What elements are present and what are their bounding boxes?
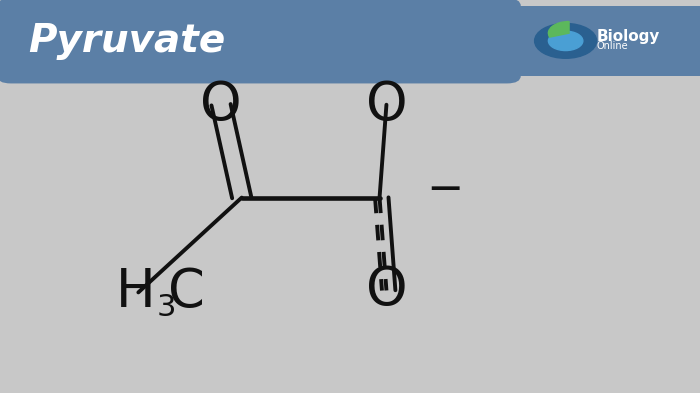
- Text: −: −: [426, 168, 463, 211]
- Text: H: H: [116, 266, 155, 318]
- Text: Biology: Biology: [596, 29, 660, 44]
- Text: O: O: [365, 79, 407, 131]
- Text: Pyruvate: Pyruvate: [28, 22, 225, 60]
- Circle shape: [548, 31, 583, 51]
- Text: C: C: [168, 266, 205, 318]
- Text: 3: 3: [156, 293, 176, 322]
- FancyBboxPatch shape: [0, 0, 521, 83]
- Text: O: O: [365, 264, 407, 316]
- Circle shape: [535, 24, 596, 58]
- Text: O: O: [200, 79, 242, 131]
- Text: Online: Online: [596, 40, 629, 51]
- Bar: [390, 6, 700, 76]
- Wedge shape: [548, 22, 569, 37]
